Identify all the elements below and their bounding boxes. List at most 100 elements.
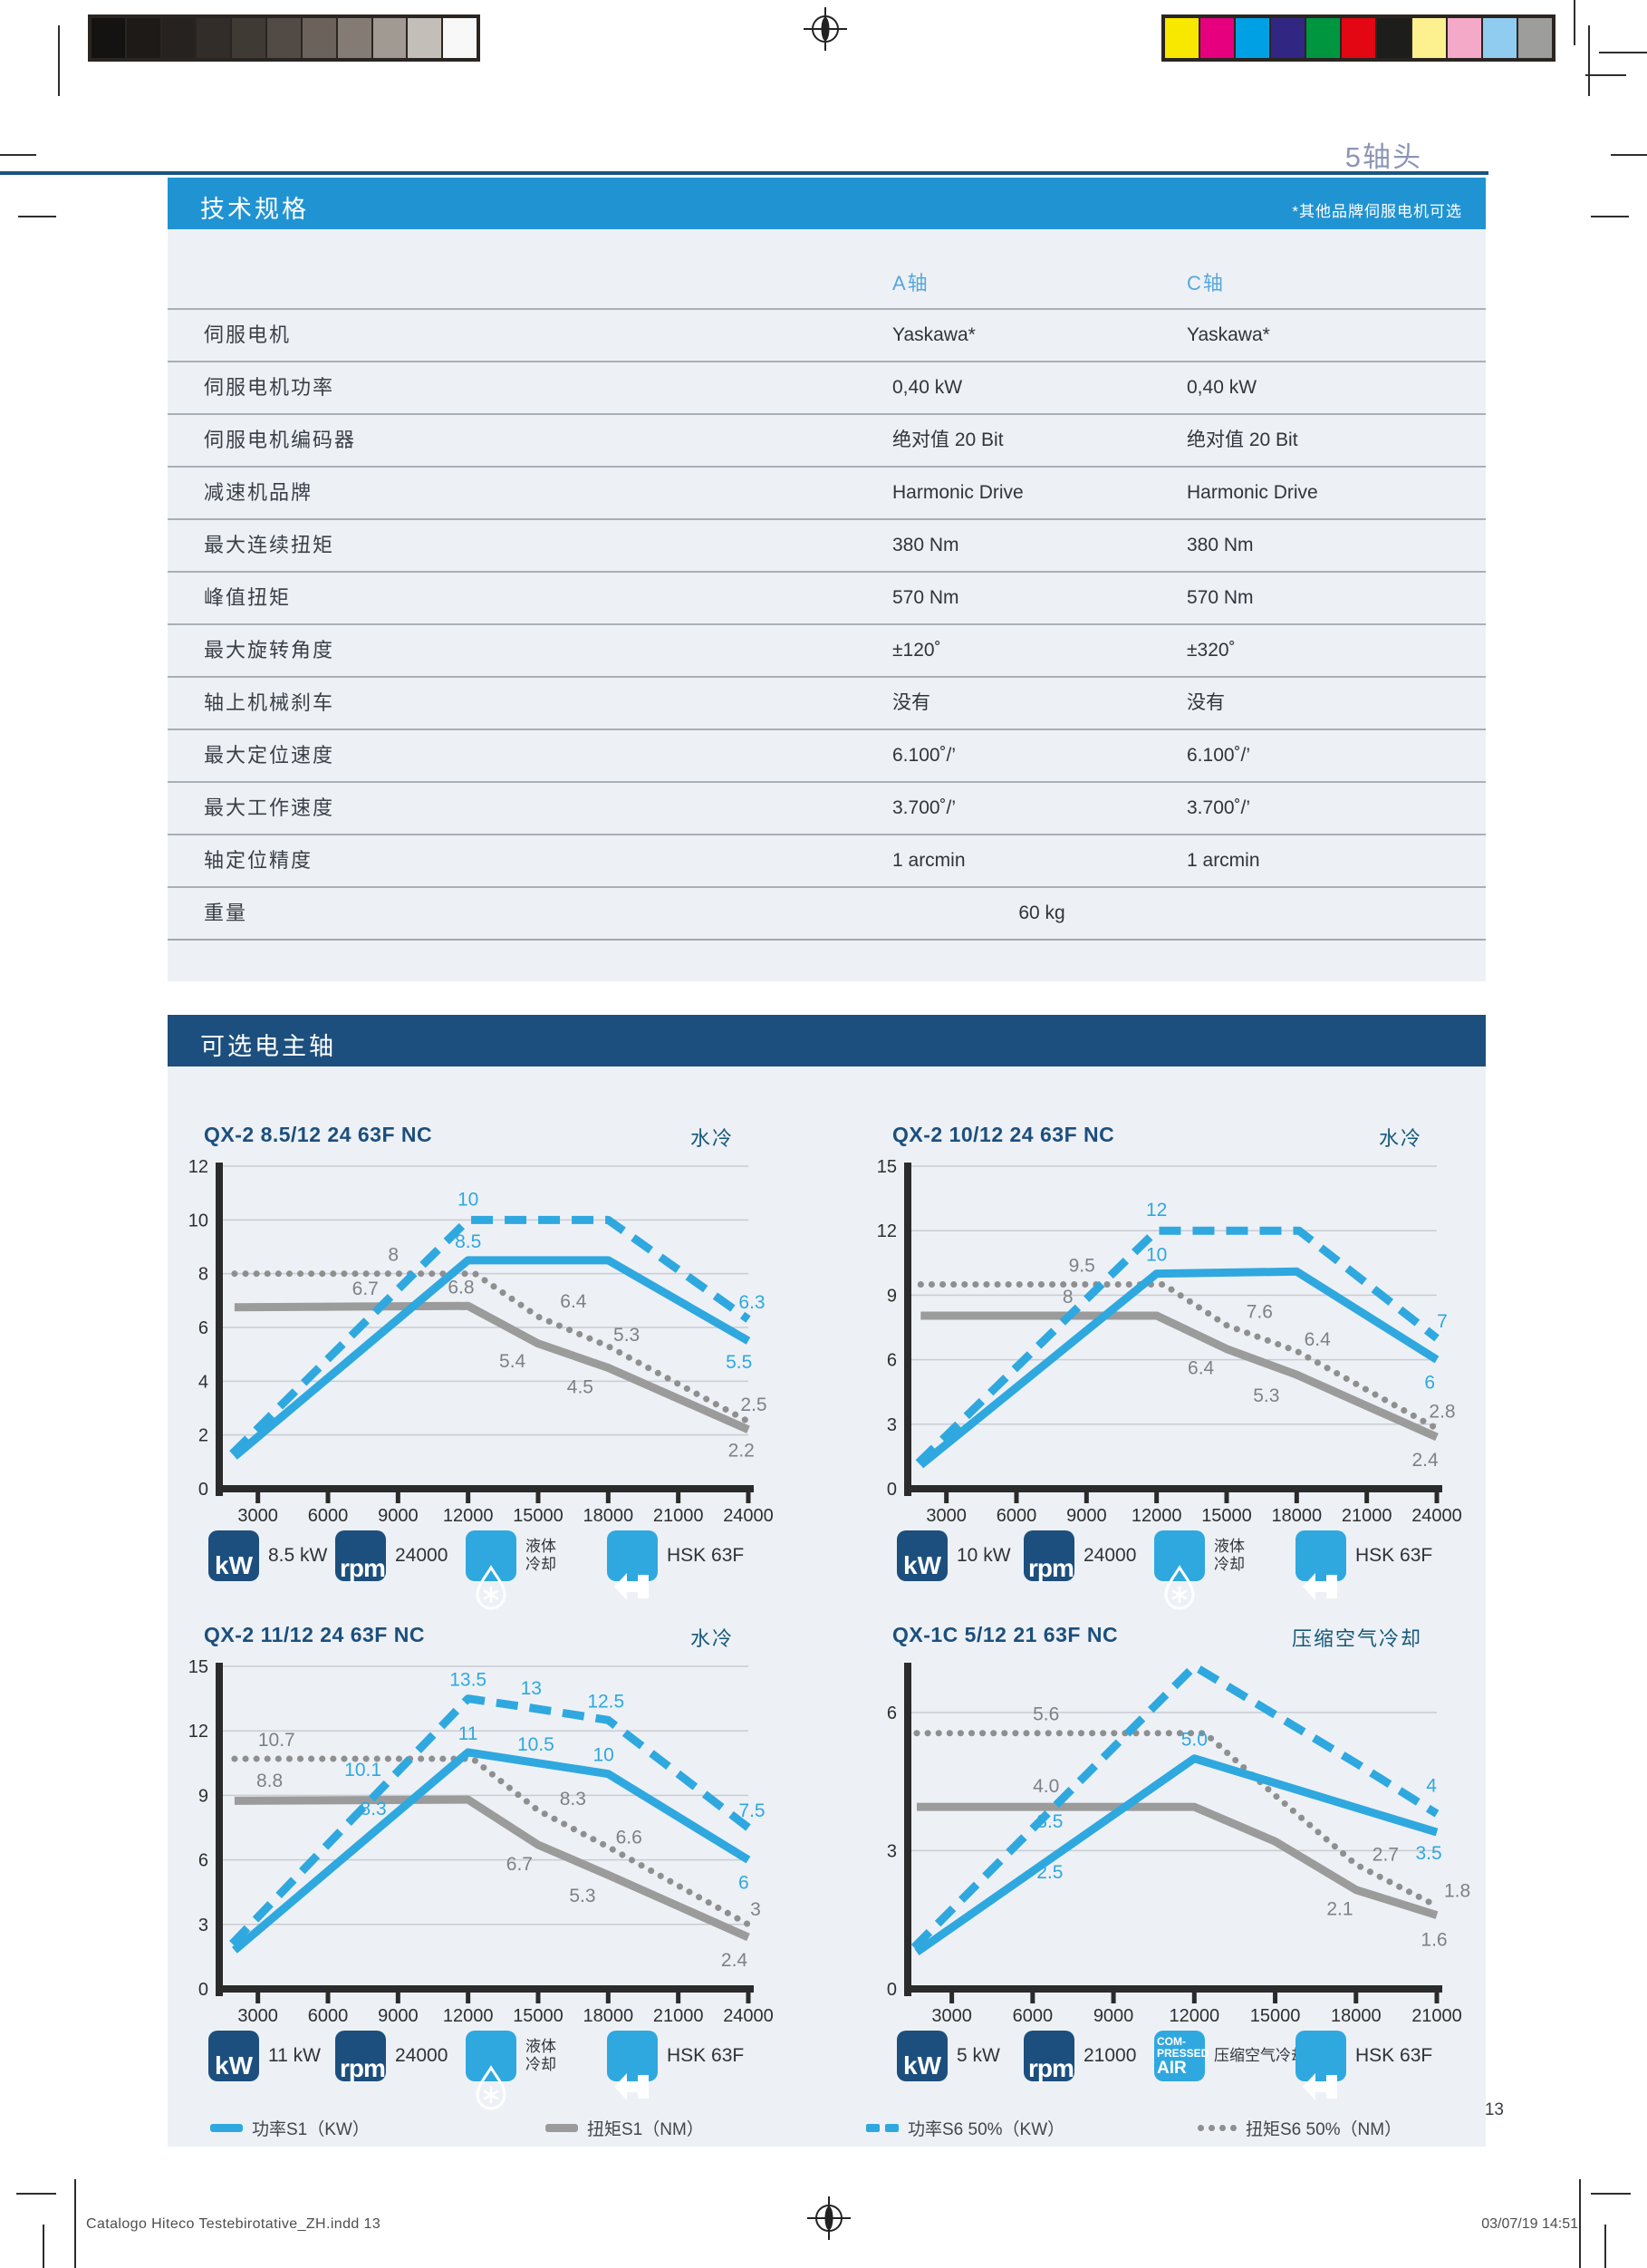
data-point-label: 2.8 (1429, 1402, 1455, 1423)
calibration-swatch (1306, 18, 1340, 58)
data-point-label: 6.7 (352, 1279, 379, 1299)
kw-icon: kW (897, 1530, 948, 1581)
y-axis-tick-label: 8 (198, 1265, 208, 1285)
x-axis-tick-label: 9000 (1066, 1506, 1107, 1525)
x-axis-tick-label: 6000 (1013, 2006, 1054, 2025)
data-point-label: 8 (1063, 1287, 1074, 1308)
data-point-label: 13.5 (449, 1670, 486, 1691)
page-number: 13 (1484, 2100, 1504, 2119)
chart-plot: 3000 6000 9000 12000 15000 18000 21000 24000 0 2 4… (188, 1157, 774, 1525)
spec-value-span: 60 kg (1018, 902, 1065, 923)
data-point-label: 2.5 (740, 1395, 766, 1415)
spec-row-label: 最大连续扭矩 (204, 534, 335, 556)
spec-row-label: 峰值扭矩 (204, 586, 292, 609)
spec-value-c-axis: 1 arcmin (1187, 850, 1260, 871)
data-point-label: 6.7 (506, 1854, 533, 1875)
series-power_s1 (914, 1754, 1439, 1956)
x-axis-tick-label: 18000 (1331, 2006, 1382, 2025)
series-torque_s1 (920, 1311, 1439, 1442)
calibration-swatch (443, 18, 477, 58)
badge-label: 压缩空气冷却 (1214, 2047, 1306, 2064)
registration-mark-top (804, 7, 847, 51)
data-point-label: 8.5 (455, 1231, 481, 1252)
spec-row-label: 轴上机械刹车 (204, 691, 335, 714)
calibration-swatch (302, 18, 336, 58)
spec-badge: 液体 冷却 (466, 1530, 556, 1610)
spec-value-c-axis: 3.700˚/’ (1187, 797, 1251, 818)
x-axis-tick-label: 24000 (1411, 1506, 1462, 1525)
legend-label: 扭矩S1（NM） (587, 2119, 704, 2139)
spec-badge: HSK 63F (607, 1530, 745, 1600)
kw-icon: kW (208, 1530, 259, 1581)
grayscale-calibration-bar (88, 14, 480, 62)
registration-mark-bottom (807, 2196, 851, 2240)
chart-plot: 3000 6000 9000 12000 15000 18000 21000 24000036… (188, 1657, 774, 2025)
data-point-label: 6.4 (1305, 1329, 1332, 1350)
x-axis-tick-label: 21000 (653, 2006, 704, 2025)
spec-badge: kW 11 kW (208, 2031, 321, 2081)
chart-model-title: QX-1C 5/12 21 63F NC (892, 1623, 1119, 1646)
x-axis-tick-label: 3000 (237, 2006, 278, 2025)
data-point-label: 6.3 (738, 1292, 765, 1313)
spec-row-label: 最大工作速度 (204, 796, 335, 819)
hsk-icon (607, 2031, 658, 2100)
crop-mark (16, 2193, 56, 2195)
series-power_s6 (229, 1215, 751, 1457)
spec-badge: HSK 63F (1295, 1530, 1433, 1600)
blue-dashed-swatch (866, 2123, 899, 2132)
calibration-swatch (1483, 18, 1517, 58)
data-point-label: 5.3 (1253, 1385, 1279, 1406)
data-point-label: 4.0 (1033, 1776, 1059, 1797)
spec-badge: kW 8.5 kW (208, 1530, 327, 1581)
chart-plot: 3000 6000 9000 12000 15000 18000 21000 0 3 6 7 5.0 5… (887, 1654, 1470, 2025)
x-axis-tick-label: 9000 (378, 1506, 419, 1525)
crop-mark (1604, 2225, 1606, 2268)
spec-value-a-axis: 0,40 kW (892, 377, 963, 398)
crop-mark (1585, 74, 1626, 76)
spec-value-c-axis: 绝对值 20 Bit (1187, 429, 1298, 450)
spec-value-a-axis: 6.100˚/’ (892, 745, 957, 766)
badge-label: 液体 冷却 (525, 1538, 556, 1573)
data-point-label: 5.4 (499, 1351, 526, 1372)
crop-mark (1599, 52, 1647, 53)
crop-mark (1579, 2179, 1581, 2268)
y-axis-tick-label: 15 (188, 1657, 208, 1677)
series-power_s1 (231, 1748, 751, 1954)
calibration-swatch (126, 18, 160, 58)
data-point-label: 2.7 (1372, 1845, 1399, 1866)
series-power_s6 (915, 1226, 1440, 1466)
data-point-label: 2.1 (1326, 1899, 1353, 1920)
kw-icon: kW (897, 2031, 948, 2081)
data-point-label: 5.3 (569, 1886, 595, 1906)
badge-label: 24000 (395, 1545, 448, 1566)
data-point-label: 3 (750, 1899, 761, 1920)
footer-filename: Catalogo Hiteco Testebirotative_ZH.indd … (86, 2216, 381, 2232)
column-header-c-axis: C轴 (1187, 272, 1225, 294)
x-axis-tick-label: 24000 (723, 1506, 774, 1525)
badge-label: HSK 63F (667, 1545, 745, 1566)
calibration-swatch (1165, 18, 1199, 58)
chart-model-title: QX-2 11/12 24 63F NC (204, 1623, 425, 1646)
spec-value-a-axis: Harmonic Drive (892, 482, 1024, 503)
spec-table-row: 最大旋转角度 ±120˚ ±320˚ (168, 623, 1486, 676)
badge-label: HSK 63F (1355, 1545, 1433, 1566)
spec-value-c-axis: 380 Nm (1187, 535, 1254, 555)
chart-cooling-type: 压缩空气冷却 (1291, 1627, 1422, 1650)
spec-badge: kW 5 kW (897, 2031, 1000, 2081)
chart-cooling-type: 水冷 (689, 1127, 734, 1150)
series-torque_s1 (234, 1795, 750, 1942)
y-axis-tick-label: 6 (887, 1703, 897, 1723)
calibration-swatch (1236, 18, 1269, 58)
y-axis-tick-label: 3 (887, 1841, 897, 1861)
y-axis-tick-label: 9 (887, 1286, 897, 1306)
chart-model-title: QX-2 10/12 24 63F NC (892, 1123, 1115, 1146)
spec-value-a-axis: 1 arcmin (892, 850, 966, 871)
series-torque_s1 (234, 1301, 750, 1433)
spec-value-a-axis: Yaskawa* (892, 324, 976, 345)
badge-label: HSK 63F (1355, 2045, 1433, 2066)
chart-badges-row: kW 10 kW rpm 24000 液体 冷却 HSK 63F (870, 1530, 1468, 1610)
crop-mark (1588, 25, 1590, 96)
data-point-label: 5.3 (613, 1325, 640, 1346)
spec-value-a-axis: 绝对值 20 Bit (892, 429, 1004, 450)
x-axis-tick-label: 21000 (1411, 2006, 1462, 2025)
